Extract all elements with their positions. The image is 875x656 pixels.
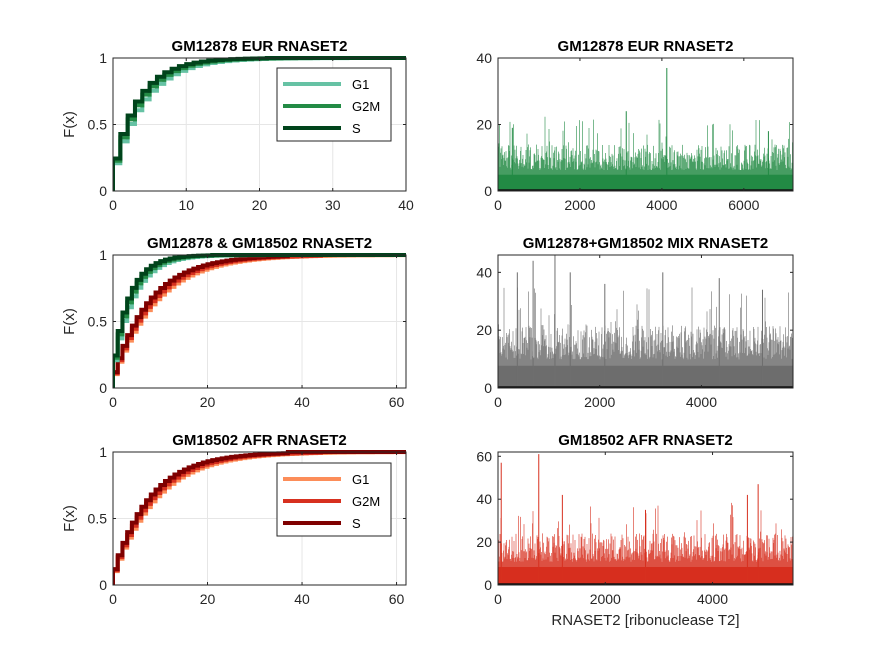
legend: G1 G2M S [276,67,392,142]
chart-title: GM18502 AFR RNASET2 [558,432,733,449]
chart-panel: 0 20 40 60 0 0.5 1 GM12878 & GM18502 RNASET2 F(x… [61,235,407,410]
x-tick-label: 60 [389,394,405,410]
x-tick-label: 40 [294,591,310,607]
x-tick-label: 4000 [697,591,728,607]
chart-panel: 0 2000 4000 6000 0 20 40 GM12878 EUR RNASET2 [476,38,794,213]
chart-title: GM12878 & GM18502 RNASET2 [147,235,372,252]
x-tick-label: 0 [494,591,502,607]
chart-title: GM12878 EUR RNASET2 [172,38,348,55]
x-tick-label: 40 [294,394,310,410]
x-tick-label: 0 [109,197,117,213]
bar-series [498,255,793,388]
y-tick-label: 40 [476,50,492,66]
axes-box [497,254,794,389]
y-tick-label: 0 [99,183,107,199]
plot-content [498,255,793,388]
y-tick-label: 0 [484,183,492,199]
chart-title: GM18502 AFR RNASET2 [172,432,347,449]
ecdf-series-line [113,56,406,191]
legend-label: G2M [352,494,380,509]
ecdf-series-line [113,253,406,388]
y-tick-label: 1 [99,50,107,66]
x-tick-label: 0 [109,394,117,410]
x-tick-label: 2000 [584,394,615,410]
x-tick-label: 6000 [728,197,759,213]
plot-content [498,67,793,191]
chart-title: GM12878 EUR RNASET2 [558,38,734,55]
x-tick-label: 20 [200,591,216,607]
legend-label: S [352,516,361,531]
x-tick-label: 30 [325,197,341,213]
x-tick-label: 10 [178,197,194,213]
legend: G1 G2M S [276,462,392,537]
x-tick-label: 4000 [686,394,717,410]
legend-label: G1 [352,472,369,487]
x-tick-label: 20 [252,197,268,213]
y-tick-label: 0.5 [88,511,108,527]
x-tick-label: 60 [389,591,405,607]
y-tick-label: 0.5 [88,117,108,133]
chart-panel: G1 G2M S 0 20 40 60 0 0.5 1 GM18502 AFR RNASET2 F(x… [61,432,407,607]
chart-panel: G1 G2M S 0 10 20 30 40 0 0.5 1 GM12878 EUR RNASET2 F… [61,38,414,213]
chart-panel: 0 2000 4000 0 20 40 GM12878+GM18502 MIX RNASET… [476,235,794,410]
y-tick-label: 20 [476,322,492,338]
x-tick-label: 4000 [646,197,677,213]
y-tick-label: 0 [484,577,492,593]
y-tick-label: 20 [476,117,492,133]
y-tick-label: 40 [476,264,492,280]
x-tick-label: 0 [494,197,502,213]
y-tick-label: 20 [476,534,492,550]
y-axis-label: F(x) [61,505,78,532]
x-tick-label: 20 [200,394,216,410]
y-tick-label: 60 [476,448,492,464]
chart-title: GM12878+GM18502 MIX RNASET2 [523,235,769,252]
y-tick-label: 0 [99,577,107,593]
chart-panel: 0 2000 4000 0 20 40 60 GM18502 AFR RNASET2 RNASE… [476,432,794,629]
y-tick-label: 0 [484,380,492,396]
x-tick-label: 2000 [564,197,595,213]
x-axis-label: RNASET2 [ribonuclease T2] [551,612,739,629]
bar-series [498,67,793,191]
y-axis-label: F(x) [61,308,78,335]
y-axis-label: F(x) [61,111,78,138]
plot-content [498,454,793,585]
legend-label: G2M [352,99,380,114]
x-tick-label: 0 [494,394,502,410]
bar-series [498,454,793,585]
ecdf-series-line [113,253,406,388]
y-tick-label: 40 [476,491,492,507]
x-tick-label: 2000 [590,591,621,607]
legend-label: S [352,121,361,136]
y-tick-label: 1 [99,247,107,263]
y-tick-label: 1 [99,444,107,460]
legend-label: G1 [352,77,369,92]
ecdf-series-line [113,450,406,585]
y-tick-label: 0 [99,380,107,396]
y-tick-label: 0.5 [88,314,108,330]
axes-box [497,451,794,586]
x-tick-label: 0 [109,591,117,607]
x-tick-label: 40 [398,197,414,213]
